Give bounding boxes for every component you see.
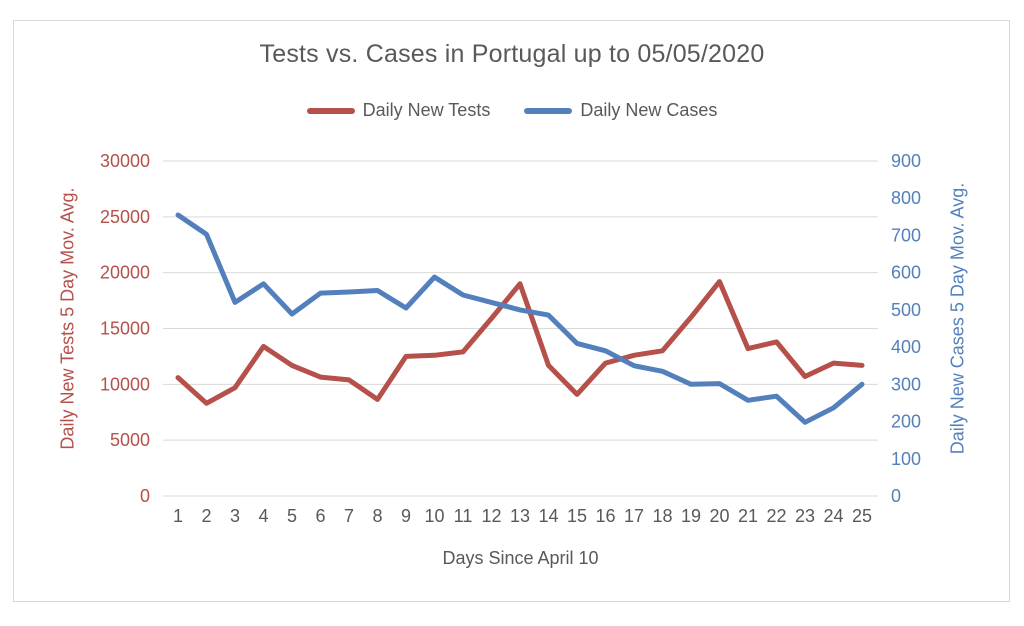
x-tick-label: 7 — [344, 506, 354, 526]
x-tick-label: 17 — [624, 506, 644, 526]
tests-line-swatch-icon — [306, 107, 355, 114]
tests-line — [175, 279, 865, 406]
y-left-tick-label: 20000 — [100, 263, 150, 283]
x-tick-label: 20 — [709, 506, 729, 526]
x-tick-label: 4 — [258, 506, 268, 526]
y-right-tick-label: 900 — [891, 151, 921, 171]
x-tick-label: 19 — [681, 506, 701, 526]
x-tick-label: 5 — [287, 506, 297, 526]
x-tick-label: 25 — [852, 506, 872, 526]
y-left-tick-label: 30000 — [100, 151, 150, 171]
x-tick-label: 8 — [372, 506, 382, 526]
y-right-tick-label: 200 — [891, 412, 921, 432]
x-tick-label: 9 — [401, 506, 411, 526]
x-tick-label: 3 — [230, 506, 240, 526]
legend: Daily New Tests Daily New Cases — [0, 100, 1024, 121]
right-axis-title: Daily New Cases 5 Day Mov. Avg. — [947, 182, 968, 455]
chart-title: Tests vs. Cases in Portugal up to 05/05/… — [259, 40, 765, 68]
y-right-tick-label: 700 — [891, 225, 921, 245]
y-right-tick-label: 800 — [891, 188, 921, 208]
x-tick-label: 21 — [738, 506, 758, 526]
x-tick-label: 2 — [201, 506, 211, 526]
x-tick-label: 1 — [173, 506, 183, 526]
x-tick-label: 16 — [595, 506, 615, 526]
x-axis-title: Days Since April 10 — [442, 548, 599, 568]
cases-line — [175, 212, 865, 425]
x-tick-label: 15 — [567, 506, 587, 526]
legend-item-daily-new-tests: Daily New Tests — [306, 100, 491, 121]
x-tick-label: 6 — [315, 506, 325, 526]
x-tick-label: 23 — [795, 506, 815, 526]
y-left-tick-label: 5000 — [110, 430, 150, 450]
y-right-tick-label: 400 — [891, 337, 921, 357]
legend-label-tests: Daily New Tests — [362, 100, 491, 120]
legend-label-cases: Daily New Cases — [580, 100, 718, 120]
chart-frame — [13, 20, 1010, 602]
y-right-tick-label: 300 — [891, 374, 921, 394]
left-axis-title: Daily New Tests 5 Day Mov. Avg. — [57, 187, 78, 450]
y-left-tick-label: 0 — [140, 486, 150, 506]
y-left-tick-label: 15000 — [100, 319, 150, 339]
x-tick-label: 12 — [481, 506, 501, 526]
x-tick-label: 11 — [454, 506, 473, 526]
y-left-tick-label: 10000 — [100, 374, 150, 394]
x-tick-label: 18 — [652, 506, 672, 526]
y-right-tick-label: 0 — [891, 486, 901, 506]
x-tick-label: 10 — [424, 506, 444, 526]
legend-item-daily-new-cases: Daily New Cases — [524, 100, 717, 121]
y-left-tick-label: 25000 — [100, 207, 150, 227]
x-tick-label: 13 — [510, 506, 530, 526]
x-tick-label: 22 — [766, 506, 786, 526]
y-right-tick-label: 100 — [891, 449, 921, 469]
x-tick-label: 14 — [538, 506, 558, 526]
y-right-tick-label: 600 — [891, 263, 921, 283]
y-right-tick-label: 500 — [891, 300, 921, 320]
cases-line-swatch-icon — [524, 107, 573, 114]
x-tick-label: 24 — [823, 506, 843, 526]
